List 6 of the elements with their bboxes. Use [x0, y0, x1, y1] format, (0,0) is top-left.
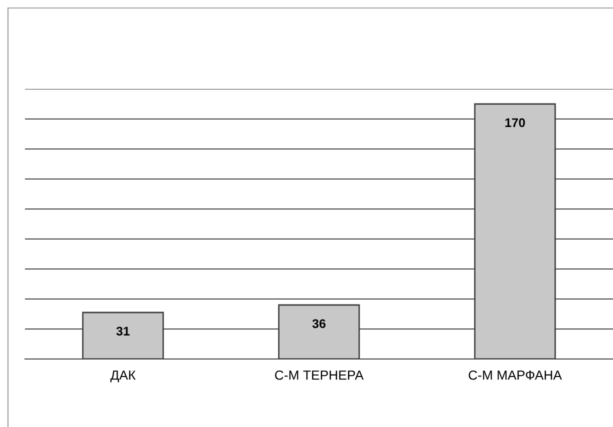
data-label: 170: [505, 118, 525, 128]
data-label: 31: [116, 326, 130, 336]
x-tick-label: ДАК: [110, 370, 136, 382]
x-tick-label: С-М МАРФАНА: [468, 370, 562, 380]
data-label: 36: [312, 319, 326, 328]
x-tick-label: С-М ТЕРНЕРА: [275, 370, 364, 380]
